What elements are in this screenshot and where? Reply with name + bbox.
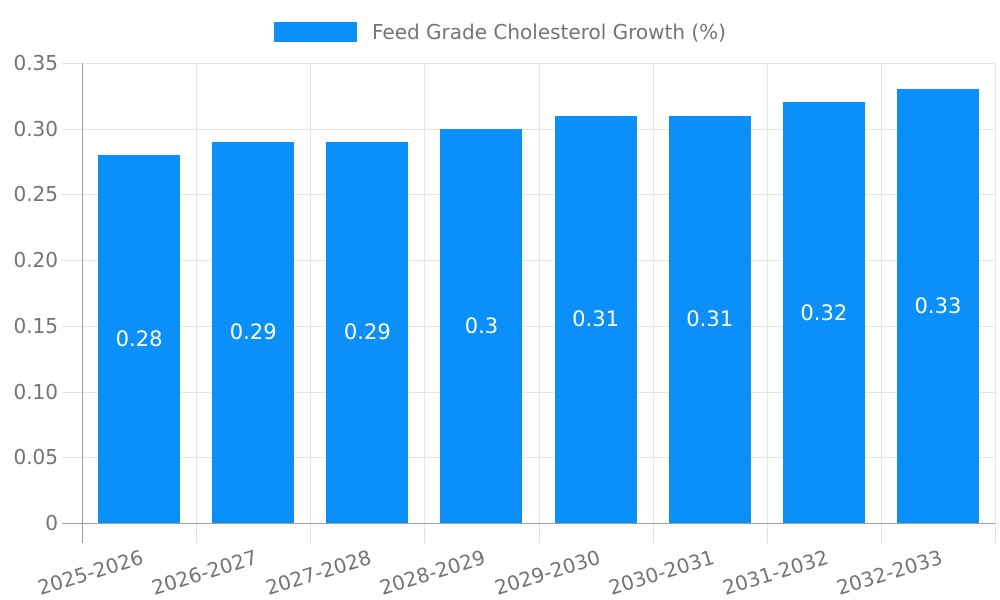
bar-value-label-2028-2029: 0.3 bbox=[464, 313, 499, 338]
gridline-x-boundary-3 bbox=[424, 63, 426, 523]
bar-value-label-2030-2031: 0.31 bbox=[686, 307, 734, 332]
tick-x-boundary-8 bbox=[995, 523, 996, 543]
bar-2028-2029[interactable] bbox=[440, 128, 523, 523]
bar-2032-2033[interactable] bbox=[896, 89, 979, 523]
tick-y-0.30 bbox=[62, 128, 82, 130]
bar-2031-2032[interactable] bbox=[782, 102, 865, 523]
gridline-x-boundary-6 bbox=[766, 63, 768, 523]
bar-2026-2027[interactable] bbox=[212, 141, 295, 523]
y-axis-label-0.35: 0.35 bbox=[13, 51, 58, 75]
bar-2029-2030[interactable] bbox=[554, 115, 637, 523]
y-axis-label-0.20: 0.20 bbox=[13, 248, 58, 273]
gridline-x-boundary-2 bbox=[310, 63, 312, 523]
gridline-x-boundary-5 bbox=[652, 63, 654, 523]
x-axis-label-2026-2027: 2026-2027 bbox=[148, 545, 261, 600]
tick-x-boundary-3 bbox=[424, 523, 426, 543]
y-axis-label-0.10: 0.10 bbox=[13, 379, 58, 404]
tick-x-boundary-7 bbox=[880, 523, 882, 543]
tick-x-boundary-2 bbox=[310, 523, 312, 543]
x-axis-label-2025-2026: 2025-2026 bbox=[34, 545, 147, 600]
tick-y-0.25 bbox=[62, 194, 82, 196]
x-axis-label-2031-2032: 2031-2032 bbox=[719, 545, 831, 600]
tick-y-0.15 bbox=[62, 325, 82, 327]
y-axis-label-0: 0 bbox=[45, 511, 58, 535]
y-axis-line bbox=[82, 63, 83, 543]
tick-y-0.05 bbox=[62, 457, 82, 459]
x-axis-label-2032-2033: 2032-2033 bbox=[833, 545, 945, 600]
y-axis-label-0.30: 0.30 bbox=[13, 116, 58, 141]
y-axis-label-0.15: 0.15 bbox=[13, 313, 58, 338]
gridline-x-boundary-8 bbox=[995, 63, 996, 523]
tick-y-0.10 bbox=[62, 391, 82, 393]
x-axis-label-2027-2028: 2027-2028 bbox=[263, 545, 375, 600]
tick-x-boundary-1 bbox=[196, 523, 198, 543]
y-axis-label-0.05: 0.05 bbox=[13, 445, 58, 470]
bar-value-label-2029-2030: 0.31 bbox=[572, 307, 619, 332]
bar-2027-2028[interactable] bbox=[326, 141, 409, 523]
bar-2030-2031[interactable] bbox=[668, 115, 751, 523]
legend[interactable]: Feed Grade Cholesterol Growth (%) bbox=[0, 18, 1000, 46]
gridline-x-boundary-1 bbox=[196, 63, 198, 523]
x-axis-line bbox=[62, 523, 995, 524]
x-axis-label-2030-2031: 2030-2031 bbox=[605, 545, 717, 600]
bar-value-label-2032-2033: 0.33 bbox=[914, 294, 962, 319]
tick-x-boundary-4 bbox=[538, 523, 540, 543]
tick-y-0.35 bbox=[62, 63, 82, 64]
legend-swatch-icon[interactable] bbox=[273, 22, 357, 42]
legend-label[interactable]: Feed Grade Cholesterol Growth (%) bbox=[371, 20, 726, 44]
bar-2025-2026[interactable] bbox=[98, 155, 181, 523]
bar-value-label-2031-2032: 0.32 bbox=[800, 300, 848, 325]
x-axis-label-2029-2030: 2029-2030 bbox=[491, 545, 603, 600]
gridline-x-boundary-7 bbox=[880, 63, 882, 523]
y-axis-label-0.25: 0.25 bbox=[13, 182, 58, 207]
bar-value-label-2026-2027: 0.29 bbox=[229, 320, 277, 345]
bar-value-label-2025-2026: 0.28 bbox=[115, 327, 163, 351]
tick-x-boundary-5 bbox=[652, 523, 654, 543]
tick-y-0.20 bbox=[62, 260, 82, 262]
bar-value-label-2027-2028: 0.29 bbox=[343, 320, 391, 345]
tick-x-boundary-6 bbox=[766, 523, 768, 543]
gridline-x-boundary-4 bbox=[538, 63, 540, 523]
x-axis-label-2028-2029: 2028-2029 bbox=[377, 545, 489, 600]
